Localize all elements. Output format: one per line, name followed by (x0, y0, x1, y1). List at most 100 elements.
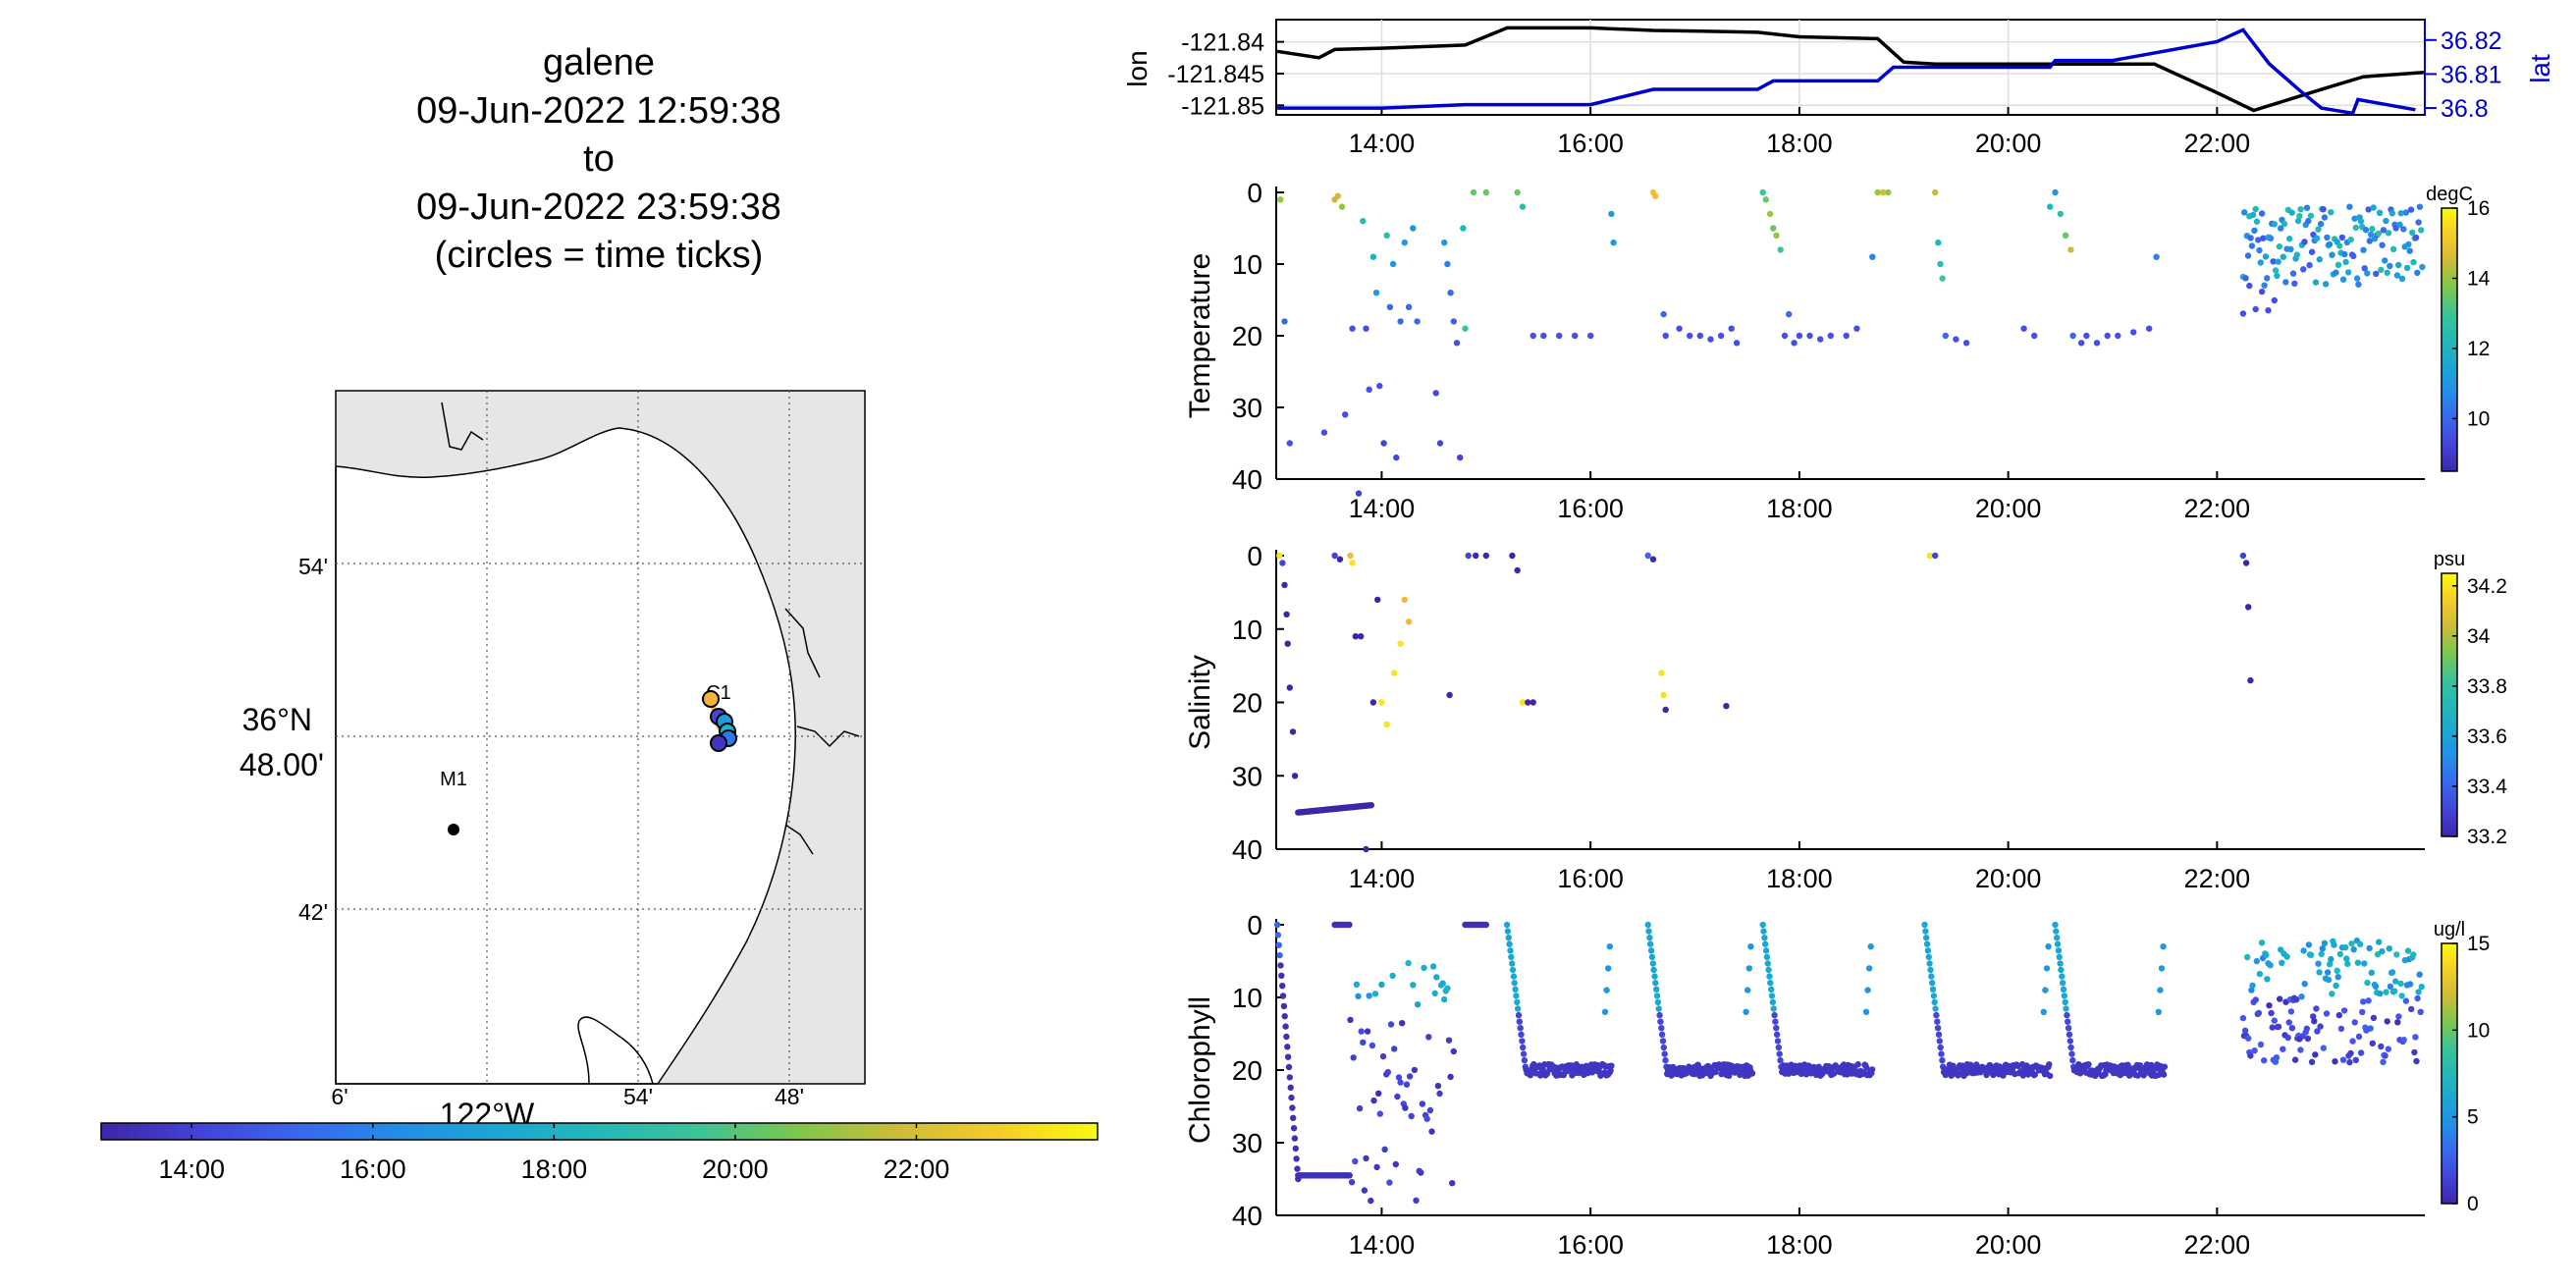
temperature-x-tick-label: 22:00 (2184, 494, 2251, 523)
salinity-colorbar-tick-label: 33.4 (2467, 776, 2507, 798)
chlorophyll-point (1511, 980, 1518, 987)
chlorophyll-point (1423, 1115, 1430, 1122)
temperature-point (2388, 210, 2395, 217)
chlorophyll-point (1744, 987, 1751, 993)
temperature-point (2323, 281, 2330, 288)
temperature-point (2344, 269, 2352, 276)
temperature-point (2376, 209, 2384, 216)
temperature-point (1450, 318, 1458, 325)
salinity-colorbar-tick-label: 34.2 (2467, 575, 2507, 598)
salinity-point (1383, 721, 1390, 728)
chlorophyll-point (2320, 1045, 2327, 1051)
temperature-point (1707, 336, 1714, 343)
chlorophyll-x-tick-label: 18:00 (1766, 1230, 1833, 1260)
temperature-point (1432, 390, 1439, 397)
chlorophyll-point (2245, 1035, 2252, 1042)
temperature-point (1791, 340, 1798, 347)
chlorophyll-point (1352, 1157, 1359, 1165)
chlorophyll-point (2058, 966, 2065, 974)
chlorophyll-point (2397, 980, 2404, 988)
temperature-point (2347, 236, 2354, 243)
lon-line (1276, 26, 2425, 113)
temperature-point (2315, 226, 2322, 233)
temperature-point (2303, 204, 2311, 211)
chlorophyll-point (2410, 951, 2417, 958)
chlorophyll-point (1514, 1005, 1522, 1012)
chlorophyll-point (1348, 1179, 1356, 1186)
salinity-point (1358, 633, 1365, 640)
time-colorbar-tick-label: 14:00 (158, 1154, 225, 1184)
salinity-point (1368, 802, 1375, 809)
chlorophyll-point (1864, 987, 1871, 993)
lat-axis-label: lat (2525, 54, 2555, 83)
chlorophyll-point (1347, 1016, 1354, 1024)
temperature-point (2379, 242, 2386, 248)
chlorophyll-point (1653, 993, 1661, 999)
chlorophyll-point (2284, 1034, 2291, 1042)
chlorophyll-point (1773, 1025, 1780, 1032)
chlorophyll-point (2354, 959, 2362, 966)
lat-tick-label: 36.8 (2441, 95, 2489, 123)
temperature-point (2020, 325, 2027, 332)
temperature-point (2342, 258, 2349, 266)
temperature-point (1759, 188, 1766, 196)
salinity-points (1276, 552, 2254, 853)
chlorophyll-x-tick-label: 14:00 (1349, 1230, 1416, 1260)
temperature-point (1441, 239, 1448, 246)
chlorophyll-point (1606, 943, 1614, 950)
chlorophyll-point (2349, 1038, 2356, 1045)
salinity-point (1291, 773, 1299, 779)
temperature-x-tick-label: 18:00 (1766, 494, 1833, 523)
chlorophyll-point (1508, 953, 1515, 961)
chlorophyll-point (1934, 1018, 1941, 1025)
chlorophyll-point (1520, 1044, 1527, 1051)
salinity-x-tick-label: 20:00 (1975, 864, 2042, 893)
temperature-point (2405, 241, 2412, 248)
chlorophyll-point (2046, 1061, 2053, 1068)
salinity-y-tick-label: 30 (1232, 761, 1262, 791)
chlorophyll-point (2369, 1040, 2376, 1047)
chlorophyll-point (2394, 1019, 2401, 1026)
salinity-point (1465, 552, 1472, 560)
temperature-point (2366, 238, 2373, 244)
chlorophyll-point (1658, 1031, 1666, 1039)
temperature-point (2278, 225, 2284, 232)
temperature-point (1733, 340, 1741, 347)
chlorophyll-point (2258, 939, 2266, 946)
temperature-point (1349, 325, 1356, 332)
chlorophyll-point (2288, 1025, 2296, 1032)
chlorophyll-point (2155, 1008, 2162, 1016)
temperature-point (2252, 305, 2259, 313)
chlorophyll-point (1384, 1068, 1392, 1076)
lat-line (1277, 27, 2416, 116)
temperature-point (2267, 235, 2275, 242)
chlorophyll-point (1519, 1038, 1526, 1045)
temperature-point (1389, 260, 1397, 268)
chlorophyll-point (2372, 983, 2380, 990)
chlorophyll-point (1747, 943, 1754, 950)
chlorophyll-point (1403, 1081, 1411, 1088)
chlorophyll-point (1482, 921, 1490, 929)
temperature-point (1770, 225, 1777, 232)
chlorophyll-point (1279, 983, 1286, 990)
chlorophyll-point (2318, 950, 2325, 957)
map-river (441, 402, 484, 451)
temperature-point (1676, 325, 1683, 332)
chlorophyll-point (1763, 953, 1771, 961)
chlorophyll-point (2335, 1011, 2342, 1019)
temperature-point (2252, 205, 2259, 213)
chlorophyll-point (1283, 1033, 1290, 1041)
salinity-point (1401, 596, 1409, 604)
chlorophyll-point (2279, 959, 2285, 966)
temperature-y-tick-label: 0 (1247, 178, 1262, 208)
temperature-point (1447, 290, 1454, 296)
chlorophyll-point (1378, 981, 1385, 989)
chlorophyll-point (2043, 965, 2051, 972)
chlorophyll-point (1648, 953, 1656, 961)
chlorophyll-point (1768, 986, 1775, 993)
temperature-y-tick-label: 20 (1232, 321, 1262, 351)
chlorophyll-point (2334, 967, 2340, 974)
salinity-y-tick-label: 20 (1232, 688, 1262, 719)
chlorophyll-point (2161, 1063, 2169, 1070)
chlorophyll-point (1603, 987, 1610, 993)
